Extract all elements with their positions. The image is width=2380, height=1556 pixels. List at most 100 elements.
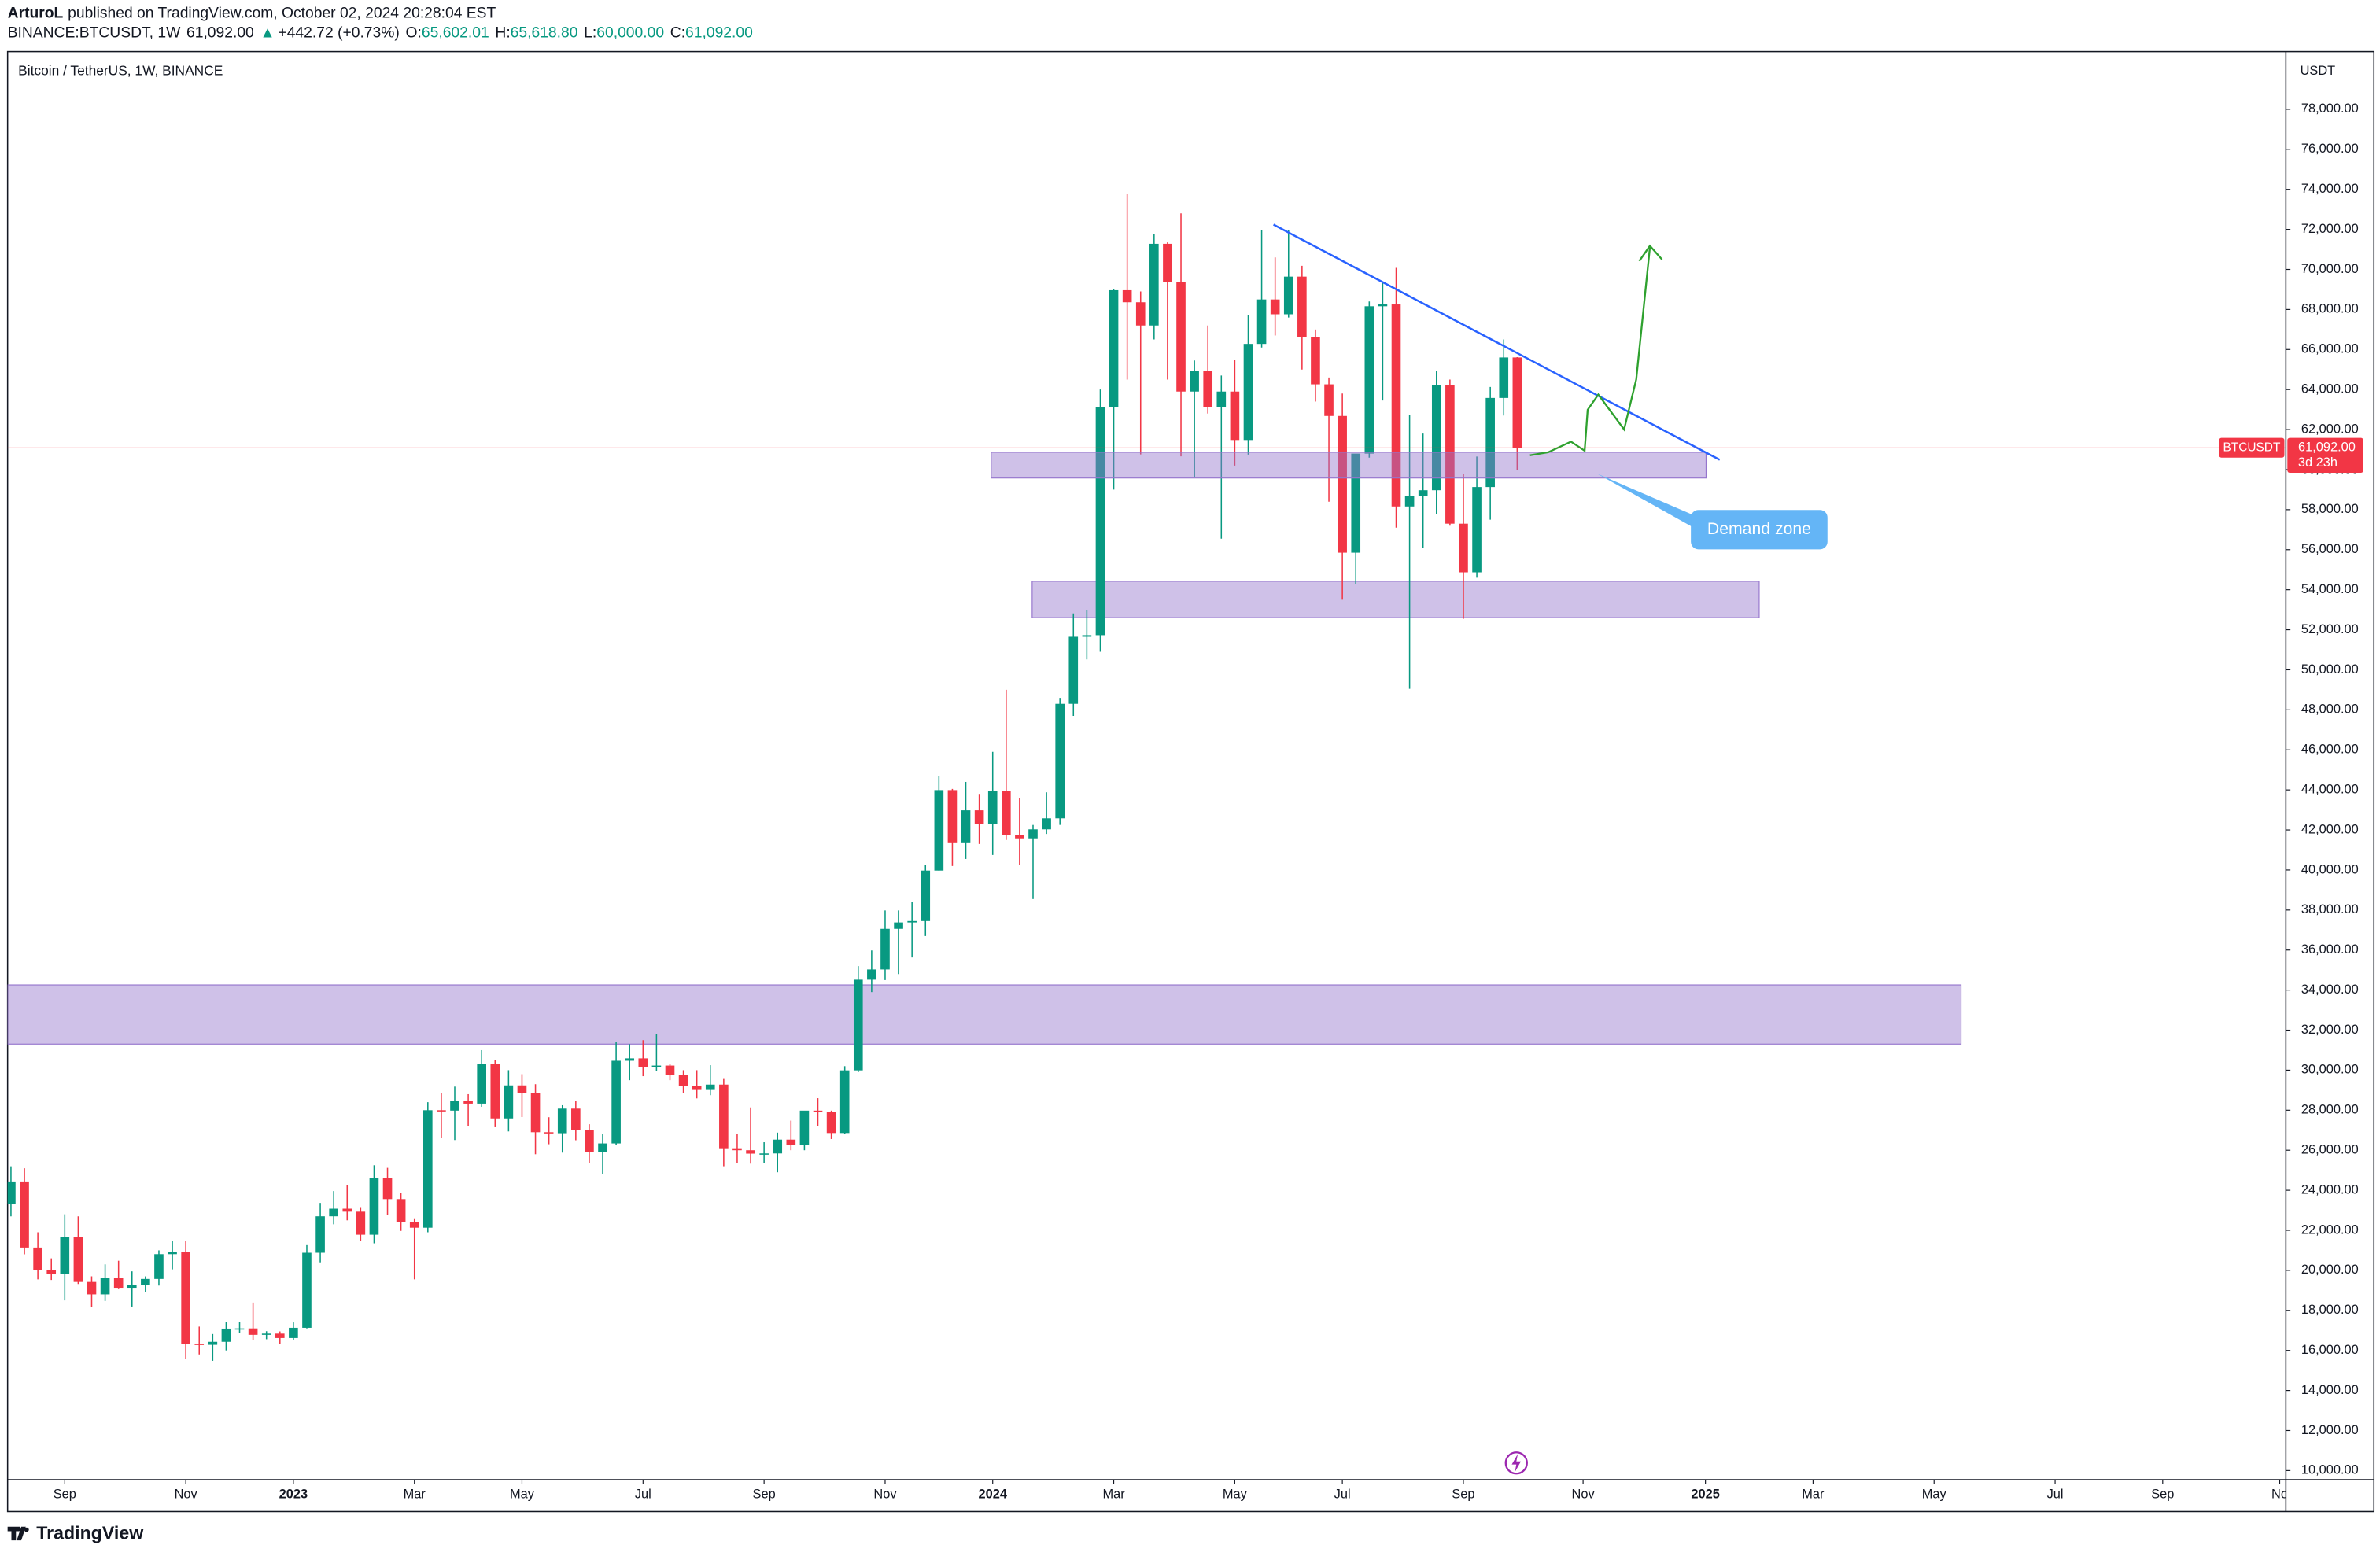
y-tick-label: 12,000.00 — [2301, 1423, 2359, 1437]
zone — [1031, 581, 1760, 618]
candle-body — [598, 1143, 607, 1152]
candle-body — [1351, 453, 1361, 553]
candle-body — [1176, 282, 1186, 392]
change: +442.72 (+0.73%) — [278, 25, 399, 42]
candle-body — [1338, 415, 1347, 553]
x-tick-label: 2024 — [978, 1488, 1007, 1502]
candle-body — [1190, 371, 1199, 392]
candle-body — [1418, 490, 1428, 496]
callout-box — [1691, 510, 1828, 550]
candle-body — [867, 969, 876, 980]
candle-body — [315, 1216, 325, 1253]
y-tick-label: 58,000.00 — [2301, 502, 2359, 516]
candle-body — [1404, 496, 1415, 507]
y-tick-label: 52,000.00 — [2301, 622, 2359, 636]
candle-body — [33, 1247, 42, 1270]
candles — [7, 194, 1522, 1361]
candle-body — [773, 1139, 783, 1154]
y-tick-label: 16,000.00 — [2301, 1343, 2359, 1357]
lightning-icon — [1504, 1451, 1528, 1475]
candle-body — [557, 1108, 567, 1134]
symbol-badge-box — [2219, 437, 2285, 458]
y-tick-label: 24,000.00 — [2301, 1182, 2359, 1196]
candle-body — [409, 1222, 419, 1228]
y-tick-label: 50,000.00 — [2301, 662, 2359, 677]
candle-body — [7, 1181, 16, 1204]
candle-body — [517, 1085, 527, 1093]
candle-body — [221, 1328, 231, 1342]
candle-body — [423, 1110, 433, 1228]
y-tick-label: 34,000.00 — [2301, 983, 2359, 997]
candle-body — [369, 1178, 379, 1235]
y-tick-label: 62,000.00 — [2301, 422, 2359, 436]
y-tick-label: 78,000.00 — [2301, 101, 2359, 116]
candle-body — [961, 810, 971, 843]
author: ArturoL — [8, 5, 64, 21]
candle-body — [732, 1148, 742, 1151]
candle-body — [530, 1093, 541, 1133]
candle-body — [1472, 487, 1482, 573]
candle-body — [1256, 299, 1267, 345]
x-tick-label: Mar — [404, 1488, 426, 1502]
high-value: 65,618.80 — [511, 25, 578, 42]
y-tick-label: 14,000.00 — [2301, 1383, 2359, 1397]
candle-body — [665, 1065, 675, 1075]
candle-body — [611, 1060, 621, 1144]
high-label: H: — [495, 25, 510, 42]
callout-text: Demand zone — [1707, 520, 1811, 538]
x-tick-label: May — [1922, 1488, 1947, 1502]
x-tick-label: 2025 — [1691, 1488, 1719, 1502]
candle-body — [1431, 385, 1441, 491]
candle-body — [705, 1084, 715, 1090]
candle-body — [329, 1208, 338, 1217]
candle-body — [1015, 835, 1024, 839]
candle-body — [437, 1110, 446, 1112]
candle-body — [1216, 391, 1227, 407]
x-tick-label: Jul — [635, 1488, 651, 1502]
candle-body — [168, 1252, 177, 1255]
symbol: BINANCE:BTCUSDT, 1W — [8, 25, 181, 42]
candle-body — [342, 1208, 352, 1212]
y-tick-label: 72,000.00 — [2301, 222, 2359, 236]
y-tick-label: 46,000.00 — [2301, 743, 2359, 757]
y-tick-label: 56,000.00 — [2301, 542, 2359, 556]
candle-body — [396, 1199, 406, 1222]
y-tick-label: 18,000.00 — [2301, 1303, 2359, 1317]
x-tick-label: Jul — [1334, 1488, 1351, 1502]
candle-body — [450, 1101, 459, 1111]
candle-body — [678, 1075, 688, 1086]
candle-body — [356, 1211, 366, 1235]
chart-frame — [6, 50, 2375, 1513]
y-tick-label: 64,000.00 — [2301, 382, 2359, 396]
candle-body — [1028, 829, 1038, 839]
candle-body — [1459, 523, 1468, 573]
y-tick-label: 22,000.00 — [2301, 1222, 2359, 1237]
candle-body — [1230, 391, 1240, 441]
published: published on TradingView.com, October 02… — [68, 5, 496, 21]
open-label: O: — [406, 25, 422, 42]
low-value: 60,000.00 — [596, 25, 664, 42]
candle-body — [826, 1112, 836, 1134]
y-axis: 10,000.00 12,000.00 14,000.00 16,000.00 18,0… — [2286, 101, 2359, 1477]
candle-body — [571, 1108, 581, 1130]
x-tick-label: May — [1223, 1488, 1248, 1502]
candle-body — [880, 928, 890, 970]
candle-body — [1324, 384, 1334, 416]
candle-body — [463, 1101, 473, 1104]
zone — [991, 452, 1707, 479]
candle-body — [289, 1327, 298, 1338]
x-tick-label: Nov — [1572, 1488, 1596, 1502]
candle-body — [141, 1278, 150, 1285]
candle-body — [1243, 344, 1253, 441]
candle-body — [921, 870, 931, 921]
symbol-badge: BTCUSDT — [2223, 441, 2281, 454]
candle-body — [786, 1139, 796, 1145]
drawings — [7, 581, 1962, 1045]
drawings-top: Demand zone — [991, 223, 1828, 1475]
y-tick-label: 68,000.00 — [2301, 302, 2359, 316]
candle-body — [1095, 407, 1105, 636]
candle-body — [87, 1281, 97, 1295]
